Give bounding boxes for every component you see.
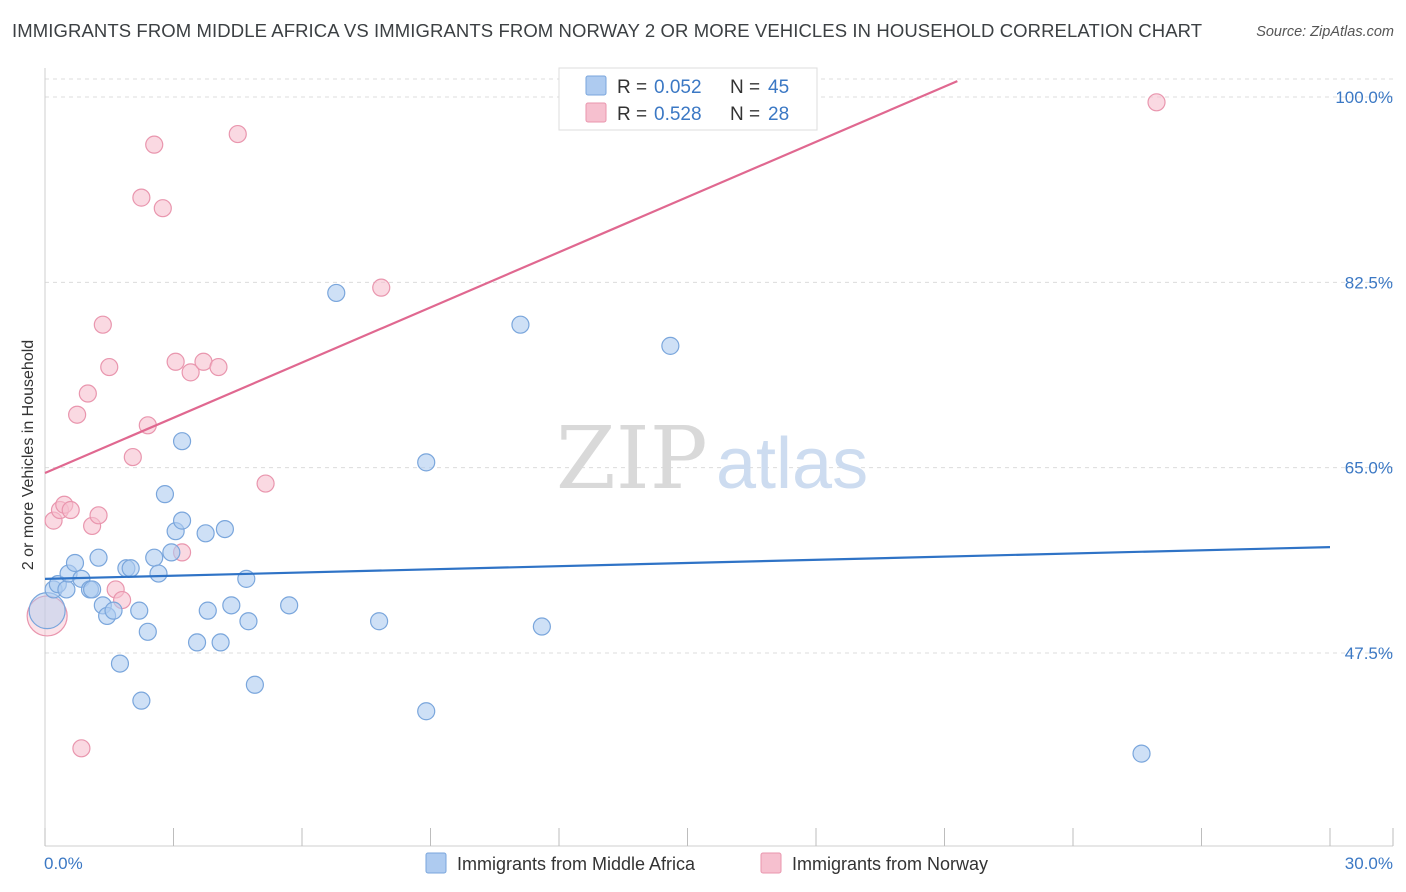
chart-title: IMMIGRANTS FROM MIDDLE AFRICA VS IMMIGRA… [12, 20, 1203, 41]
watermark-atlas: atlas [716, 424, 868, 504]
middle-africa-point [132, 691, 151, 710]
middle-africa-point [57, 580, 76, 599]
norway-point [68, 405, 87, 424]
norway-point [181, 363, 200, 382]
middle-africa-point [121, 559, 140, 578]
middle-africa-point [104, 601, 123, 620]
norway-point [132, 188, 151, 207]
middle-africa-trend-line [44, 545, 1331, 580]
y-tick-label: 82.5% [1345, 273, 1393, 292]
middle-africa-point [245, 675, 264, 694]
gridlines [45, 78, 1393, 654]
norway-point [1147, 93, 1166, 112]
legend-n-value-pink: 28 [768, 104, 789, 125]
trend-lines [44, 80, 1331, 580]
middle-africa-point [198, 601, 217, 620]
middle-africa-point [215, 519, 234, 539]
legend-r-value-pink: 0.528 [654, 104, 702, 125]
middle-africa-point [417, 453, 436, 472]
legend-swatch-blue [585, 75, 607, 96]
x-tick-label-min: 0.0% [44, 854, 83, 873]
middle-africa-point [280, 596, 299, 615]
norway-point [145, 135, 164, 154]
middle-africa-point [162, 543, 181, 562]
y-axis-title: 2 or more Vehicles in Household [20, 340, 37, 570]
x-tick-labels: 0.0% 30.0% [44, 854, 1393, 873]
norway-point [256, 474, 275, 493]
middle-africa-point [1132, 744, 1151, 763]
norway-point [89, 506, 108, 525]
middle-africa-point [65, 553, 85, 573]
legend-r-label-pink: R = [617, 104, 647, 125]
norway-point [61, 500, 80, 520]
norway-point [72, 739, 91, 758]
stats-legend: R = 0.052 N = 45 R = 0.528 N = 28 [558, 67, 818, 131]
middle-africa-point [196, 524, 215, 543]
bottom-legend-label-norway: Immigrants from Norway [792, 854, 988, 874]
middle-africa-point [172, 511, 192, 530]
middle-africa-point [187, 633, 207, 652]
middle-africa-point [532, 617, 551, 636]
middle-africa-point [327, 283, 346, 303]
bottom-legend-swatch-pink [760, 852, 782, 874]
legend-swatch-pink [585, 102, 607, 123]
middle-africa-point [83, 580, 102, 599]
y-tick-label: 100.0% [1335, 88, 1393, 107]
y-tick-labels: 47.5% 65.0% 82.5% 100.0% [1335, 88, 1393, 663]
legend-n-label-blue: N = [730, 77, 760, 98]
middle-africa-point [239, 612, 258, 631]
middle-africa-point [28, 592, 66, 630]
bottom-legend-label-middle-africa: Immigrants from Middle Africa [457, 854, 696, 874]
middle-africa-point [89, 548, 108, 567]
norway-point [153, 199, 172, 218]
middle-africa-point [370, 612, 389, 631]
norway-point [228, 124, 247, 144]
legend-r-value-blue: 0.052 [654, 77, 702, 98]
source-note: Source: ZipAtlas.com [1256, 24, 1394, 40]
norway-point [78, 384, 97, 403]
middle-africa-point [110, 654, 130, 673]
norway-point [372, 278, 391, 297]
middle-africa-point [417, 702, 436, 721]
legend-r-label-blue: R = [617, 77, 647, 98]
watermark-zip: ZIP [556, 409, 708, 509]
middle-africa-point [138, 622, 157, 641]
norway-point [100, 357, 119, 377]
middle-africa-point [211, 633, 230, 652]
middle-africa-point [172, 432, 192, 451]
middle-africa-point [130, 601, 149, 620]
norway-point [166, 352, 185, 371]
y-tick-label: 65.0% [1345, 459, 1393, 478]
bottom-legend-swatch-blue [425, 852, 447, 874]
y-tick-label: 47.5% [1345, 644, 1393, 663]
series-legend: Immigrants from Middle Africa Immigrants… [425, 852, 988, 874]
middle-africa-point [511, 315, 530, 334]
axes [44, 68, 1394, 847]
middle-africa-point [155, 485, 175, 504]
middle-africa-point [661, 336, 680, 355]
legend-n-value-blue: 45 [768, 77, 789, 98]
norway-point [93, 315, 112, 334]
norway-point [123, 447, 142, 467]
middle-africa-point [222, 596, 241, 615]
x-tick-label-max: 30.0% [1345, 854, 1393, 873]
middle-africa-point [149, 564, 168, 583]
norway-point [209, 357, 228, 377]
legend-n-label-pink: N = [730, 104, 760, 125]
middle-africa-point [145, 548, 164, 567]
norway-trend-line [44, 80, 958, 474]
